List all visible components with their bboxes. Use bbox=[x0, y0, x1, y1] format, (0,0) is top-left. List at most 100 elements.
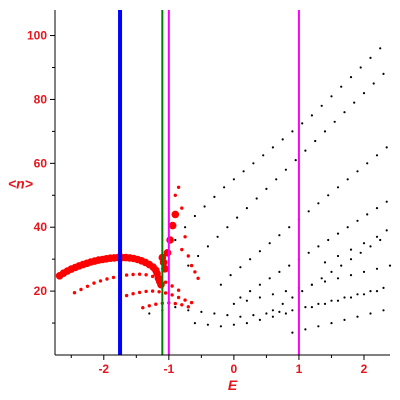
data-point bbox=[271, 315, 274, 318]
data-point bbox=[131, 272, 135, 277]
x-axis-title: E bbox=[228, 377, 238, 393]
data-point bbox=[336, 232, 340, 235]
data-point bbox=[219, 283, 222, 286]
y-tick-label: 60 bbox=[34, 156, 48, 170]
data-point bbox=[157, 280, 165, 289]
data-point bbox=[375, 154, 379, 157]
data-point bbox=[307, 251, 310, 254]
data-point bbox=[163, 291, 168, 295]
data-point bbox=[320, 277, 323, 280]
data-point bbox=[278, 310, 281, 313]
data-point bbox=[359, 66, 362, 69]
x-tick-label: 2 bbox=[361, 362, 368, 376]
x-tick-label: -1 bbox=[163, 362, 174, 376]
data-point bbox=[366, 162, 369, 165]
data-point bbox=[159, 258, 168, 267]
data-point bbox=[98, 279, 103, 283]
data-point bbox=[171, 210, 180, 219]
data-point bbox=[291, 331, 294, 334]
data-point bbox=[163, 280, 168, 284]
data-point bbox=[79, 287, 83, 292]
data-point bbox=[226, 226, 229, 229]
data-point bbox=[382, 72, 385, 75]
data-point bbox=[304, 149, 307, 152]
vertical-lines-layer bbox=[118, 10, 300, 355]
data-point bbox=[239, 315, 242, 318]
data-point bbox=[239, 266, 242, 269]
data-point bbox=[349, 274, 353, 277]
data-point bbox=[336, 299, 340, 302]
data-point bbox=[317, 325, 320, 328]
data-point bbox=[369, 245, 372, 248]
data-point bbox=[168, 221, 177, 230]
data-point bbox=[330, 95, 333, 98]
data-point bbox=[150, 289, 155, 293]
data-point bbox=[268, 242, 271, 245]
data-point bbox=[187, 309, 190, 312]
axes-layer bbox=[54, 10, 390, 356]
data-point bbox=[163, 249, 172, 257]
data-point bbox=[362, 270, 366, 273]
data-point bbox=[258, 296, 261, 299]
data-point bbox=[229, 274, 232, 277]
data-point bbox=[349, 76, 353, 79]
data-point bbox=[105, 277, 109, 281]
y-tick-label: 100 bbox=[27, 29, 47, 43]
data-point bbox=[340, 264, 343, 267]
data-point bbox=[278, 234, 281, 237]
data-point bbox=[252, 162, 255, 165]
data-point bbox=[242, 170, 245, 173]
data-point bbox=[385, 229, 388, 232]
data-point bbox=[72, 291, 77, 295]
data-point bbox=[124, 273, 129, 277]
data-point bbox=[284, 312, 287, 315]
data-point bbox=[314, 139, 317, 143]
data-point bbox=[180, 303, 184, 307]
data-point bbox=[379, 238, 382, 242]
series-layer bbox=[55, 47, 392, 334]
data-point bbox=[193, 214, 196, 218]
data-point bbox=[174, 306, 177, 309]
data-point bbox=[291, 130, 294, 133]
x-tick-label: 0 bbox=[231, 362, 238, 376]
data-point bbox=[366, 213, 369, 216]
data-point bbox=[356, 315, 359, 318]
data-point bbox=[369, 56, 372, 60]
data-point bbox=[369, 312, 372, 315]
data-point bbox=[271, 309, 274, 312]
data-point bbox=[288, 226, 291, 229]
data-point bbox=[362, 242, 366, 245]
data-point bbox=[137, 272, 142, 276]
data-point bbox=[375, 235, 379, 238]
data-point bbox=[385, 146, 388, 149]
data-point bbox=[362, 92, 366, 95]
data-point bbox=[173, 301, 177, 306]
x-tick-label: 1 bbox=[296, 362, 303, 376]
data-point bbox=[291, 309, 294, 312]
data-point bbox=[157, 290, 161, 294]
data-point bbox=[189, 300, 194, 305]
x-tick-label: -2 bbox=[98, 362, 109, 376]
data-point bbox=[213, 312, 216, 315]
data-point bbox=[284, 168, 287, 171]
y-tick-label: 20 bbox=[34, 284, 48, 298]
y-axis-title: <n> bbox=[8, 175, 33, 191]
data-point bbox=[375, 290, 379, 293]
data-point bbox=[327, 194, 330, 197]
data-point bbox=[281, 138, 284, 141]
data-point bbox=[275, 178, 278, 181]
data-point bbox=[369, 290, 372, 293]
data-point bbox=[258, 250, 261, 253]
data-point bbox=[307, 210, 310, 213]
data-point bbox=[353, 101, 356, 104]
data-point bbox=[180, 247, 184, 252]
data-point bbox=[203, 205, 206, 208]
data-point bbox=[193, 322, 196, 325]
data-point bbox=[372, 82, 375, 85]
data-point bbox=[379, 47, 382, 50]
data-point bbox=[166, 236, 174, 244]
data-point bbox=[301, 290, 304, 293]
data-point bbox=[343, 296, 346, 299]
data-point bbox=[317, 302, 320, 305]
data-point bbox=[232, 302, 235, 305]
